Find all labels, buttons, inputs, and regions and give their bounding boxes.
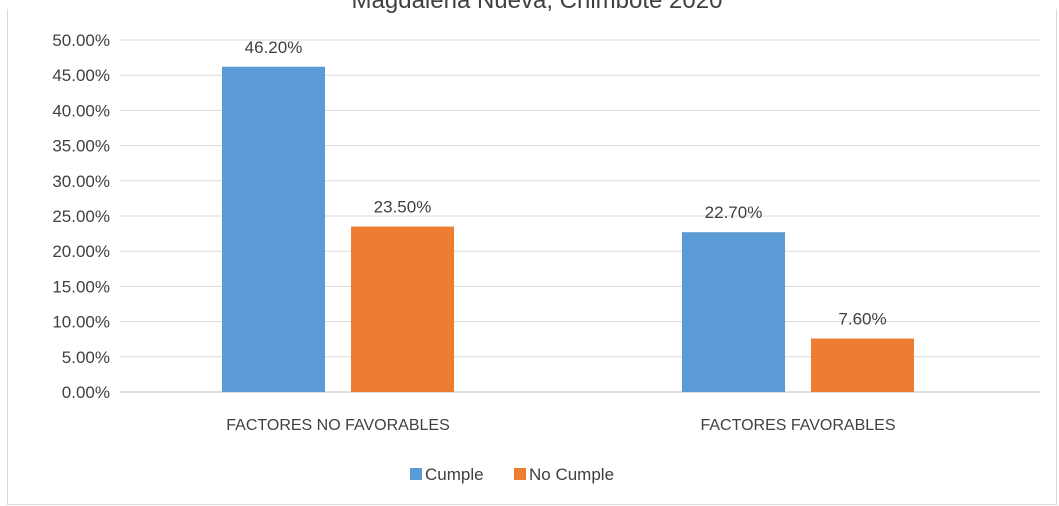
bar-no-cumple [351,226,454,392]
y-tick-label: 30.00% [52,172,110,191]
y-tick-label: 25.00% [52,207,110,226]
category-label: FACTORES FAVORABLES [700,417,895,434]
y-tick-label: 10.00% [52,313,110,332]
data-label: 7.60% [838,309,886,328]
category-label: FACTORES NO FAVORABLES [226,417,449,434]
bar-cumple [682,232,785,392]
legend-label: Cumple [425,465,484,484]
data-label: 22.70% [705,203,763,222]
y-tick-label: 40.00% [52,101,110,120]
y-tick-label: 5.00% [62,348,110,367]
y-tick-label: 15.00% [52,277,110,296]
data-label: 46.20% [245,38,303,57]
y-tick-label: 45.00% [52,66,110,85]
y-tick-label: 35.00% [52,137,110,156]
y-tick-label: 0.00% [62,383,110,402]
chart-title: Magdalena Nueva, Chimbote 2020 [352,0,723,14]
legend-label: No Cumple [529,465,614,484]
chart-frame [7,9,1057,505]
legend-swatch-cumple [410,468,422,480]
bar-no-cumple [811,338,914,392]
y-tick-label: 50.00% [52,31,110,50]
data-label: 23.50% [374,198,432,217]
legend-swatch-no-cumple [514,468,526,480]
y-tick-label: 20.00% [52,242,110,261]
bar-cumple [222,66,325,392]
